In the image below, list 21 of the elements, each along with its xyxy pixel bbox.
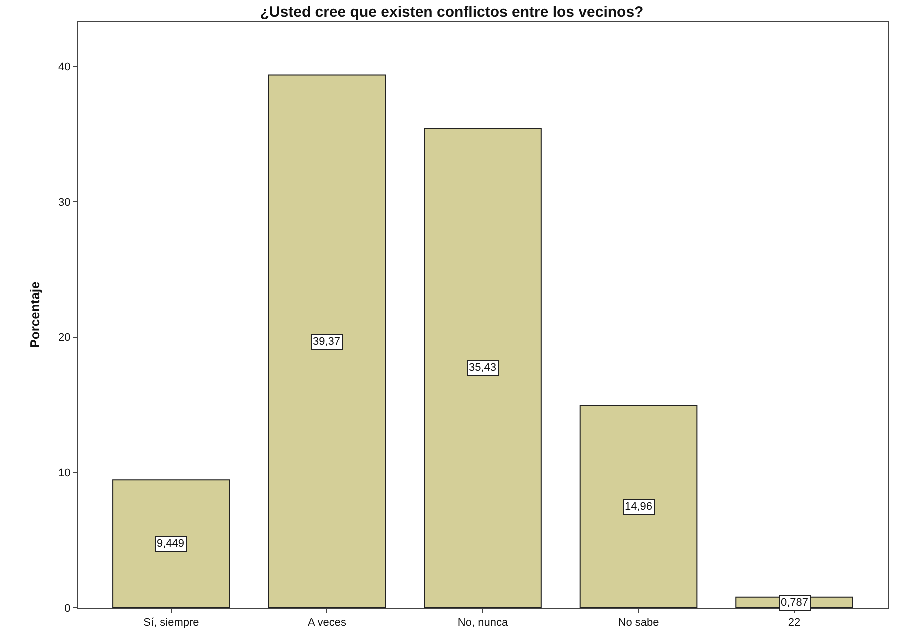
data-label: 9,449	[157, 538, 185, 550]
x-tick-label: 22	[788, 617, 801, 630]
y-tick-label: 10	[58, 468, 71, 480]
chart-title: ¿Usted cree que existen conflictos entre los vecinos?	[260, 4, 644, 21]
data-label: 0,787	[781, 597, 809, 609]
data-label: 14,96	[625, 501, 653, 513]
y-axis-title: Porcentaje	[28, 282, 42, 348]
data-label: 35,43	[469, 362, 497, 374]
bar	[580, 405, 698, 608]
bar	[268, 74, 386, 608]
x-tick-label: No sabe	[618, 617, 660, 630]
x-tick-label: Sí, siempre	[144, 617, 200, 630]
y-tick-label: 20	[58, 332, 71, 344]
bar	[112, 480, 230, 608]
y-tick-label: 30	[58, 196, 71, 209]
x-tick-label: No, nunca	[458, 617, 509, 630]
x-tick-label: A veces	[308, 617, 347, 630]
bar	[424, 128, 542, 608]
y-tick-label: 0	[64, 602, 71, 615]
y-tick-label: 40	[58, 62, 71, 74]
data-label: 39,37	[313, 336, 341, 348]
